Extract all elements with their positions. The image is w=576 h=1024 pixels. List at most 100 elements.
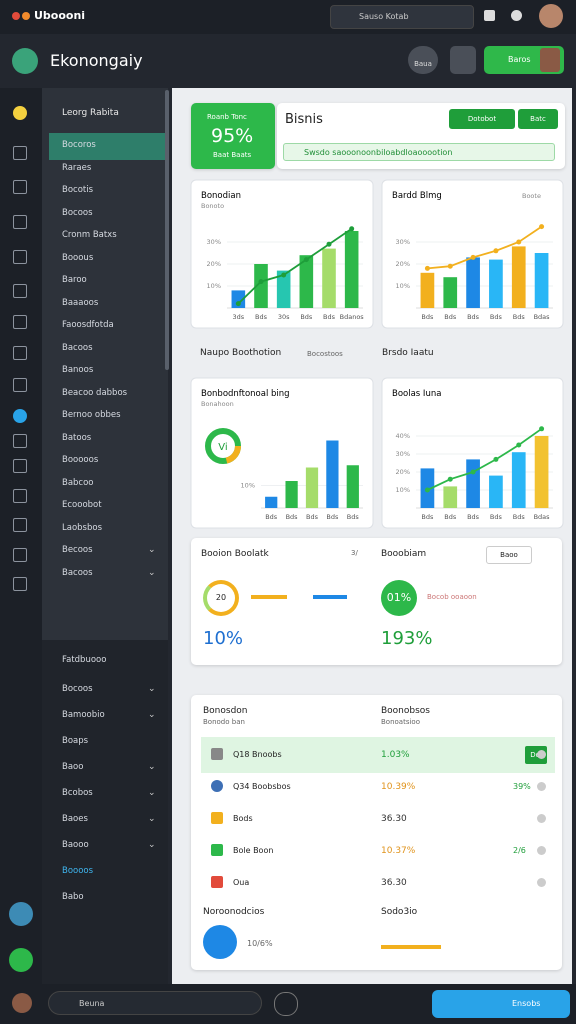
nav-icon[interactable] xyxy=(13,146,27,160)
nav-icon[interactable] xyxy=(13,315,27,329)
nav-item[interactable]: Bocoos xyxy=(62,684,93,694)
nav-icon[interactable] xyxy=(13,250,27,264)
nav-icon[interactable] xyxy=(13,284,27,298)
button[interactable]: Batc xyxy=(518,109,558,129)
card-title: Booobiam xyxy=(381,549,427,559)
nav-icon[interactable] xyxy=(13,180,27,194)
nav-icon[interactable] xyxy=(13,434,27,448)
row-action[interactable] xyxy=(537,782,546,791)
nav-icon[interactable] xyxy=(13,346,27,360)
nav-item[interactable]: Banoos xyxy=(62,365,94,375)
row-action[interactable] xyxy=(537,814,546,823)
card-title: Booion Boolatk xyxy=(201,549,269,559)
row-name: Bole Boon xyxy=(233,846,274,855)
icon[interactable] xyxy=(484,10,495,21)
bottom-bar: Beuna Ensobs xyxy=(0,984,576,1024)
x-tick-label: Bds xyxy=(300,313,313,321)
nav-item[interactable]: Baooo xyxy=(62,840,89,850)
avatar[interactable] xyxy=(539,4,563,28)
chevron: ⌄ xyxy=(148,840,156,850)
nav-item[interactable]: Bernoo obbes xyxy=(62,410,121,420)
bar xyxy=(231,290,246,308)
y-tick-label: 10% xyxy=(396,282,410,290)
search-box[interactable]: Sauso Kotab xyxy=(330,5,474,29)
button[interactable]: Ensobs xyxy=(432,990,570,1018)
nav-icon[interactable] xyxy=(13,215,27,229)
bar xyxy=(443,486,458,508)
nav-item[interactable]: Batoos xyxy=(62,432,92,443)
nav-item[interactable]: Ecooobot xyxy=(62,500,102,510)
nav-icon[interactable] xyxy=(13,106,27,120)
line-point xyxy=(539,426,545,432)
bar xyxy=(322,248,336,308)
nav-item[interactable]: Bocoos xyxy=(62,207,93,218)
footer-title: Noroonodcios xyxy=(203,907,265,917)
dot xyxy=(12,12,20,20)
bar xyxy=(346,465,359,508)
nav-item[interactable]: Baoes xyxy=(62,814,88,824)
sidebar-lower: Fatdbuooo Bocoos ⌄ Bamoobio ⌄ Boaps Baoo ⌄ Bcob… xyxy=(42,640,168,984)
line-point xyxy=(539,224,545,230)
nav-icon[interactable] xyxy=(13,518,27,532)
kpi-sub: Baat Baats xyxy=(213,151,252,159)
nav-item[interactable]: Baroo xyxy=(62,275,87,285)
nav-item[interactable]: Bcobos xyxy=(62,788,93,798)
nav-item[interactable]: Bacoos xyxy=(62,342,93,353)
row-name: Q18 Bnoobs xyxy=(233,750,282,759)
button[interactable]: Baoo xyxy=(486,546,532,564)
nav-icon[interactable] xyxy=(13,378,27,392)
nav-item[interactable]: Raraes xyxy=(62,162,92,173)
nav-item[interactable]: Faoosdfotda xyxy=(62,320,114,330)
line-point xyxy=(516,239,522,245)
nav-icon[interactable] xyxy=(13,409,27,423)
nav-item[interactable]: Booous xyxy=(62,252,94,263)
progress xyxy=(381,945,441,949)
nav-icon[interactable] xyxy=(13,489,27,503)
nav-icon[interactable] xyxy=(13,577,27,591)
nav-icon[interactable] xyxy=(13,548,27,562)
app-title: Uboooni xyxy=(34,9,86,22)
bar xyxy=(305,467,319,508)
row-action[interactable] xyxy=(537,846,546,855)
avatar[interactable] xyxy=(9,902,33,926)
icon-button[interactable] xyxy=(450,46,476,74)
nav-item[interactable]: Bacoos xyxy=(62,567,93,578)
bar xyxy=(534,253,549,308)
sidebar-heading: Leorg Rabita xyxy=(62,108,119,118)
nav-item[interactable]: Baoo xyxy=(62,762,84,772)
nav-item[interactable]: Boooos xyxy=(62,866,94,876)
nav-icon[interactable] xyxy=(9,948,33,972)
input[interactable]: Beuna xyxy=(48,991,262,1015)
line-point xyxy=(493,248,499,254)
nav-item[interactable]: Bocoros xyxy=(62,140,96,150)
nav-item[interactable]: Babo xyxy=(62,892,84,902)
nav-item[interactable]: Cronm Batxs xyxy=(62,230,117,240)
y-tick-label: 30% xyxy=(207,238,221,246)
x-tick-label: Bds xyxy=(421,513,434,521)
nav-item[interactable]: Bocotis xyxy=(62,185,94,195)
line-point xyxy=(258,279,264,285)
x-tick-label: Bds xyxy=(326,513,339,521)
row-action[interactable] xyxy=(537,750,546,759)
button[interactable]: Dotobot xyxy=(449,109,515,129)
nav-item[interactable]: Babcoo xyxy=(62,477,94,488)
nav-item[interactable]: Bamoobio xyxy=(62,710,105,720)
nav-icon[interactable] xyxy=(13,459,27,473)
icon[interactable] xyxy=(511,10,522,21)
icon-button[interactable] xyxy=(274,992,298,1016)
sidebar: Leorg Rabita Bocoros Raraes Bocotis Bocoos C… xyxy=(42,88,168,640)
nav-item[interactable]: Boaps xyxy=(62,736,89,746)
nav-item[interactable]: Becoos xyxy=(62,545,93,555)
button[interactable]: Baua xyxy=(408,46,438,74)
nav-item[interactable]: Baaaoos xyxy=(62,297,99,308)
nav-item[interactable]: Beacoo dabbos xyxy=(62,387,128,398)
y-tick-label: 10% xyxy=(207,282,221,290)
nav-item[interactable]: Laobsbos xyxy=(62,522,102,533)
note: Bocob ooaoon xyxy=(427,593,477,601)
row-action[interactable] xyxy=(537,878,546,887)
top-bar: Uboooni Sauso Kotab xyxy=(0,0,576,34)
footer-title: Sodo3io xyxy=(381,907,418,917)
bisnis-card: Bisnis Dotobot Batc Swsdo saooonoonbiloa… xyxy=(277,103,565,169)
nav-item[interactable]: Booooos xyxy=(62,455,99,465)
